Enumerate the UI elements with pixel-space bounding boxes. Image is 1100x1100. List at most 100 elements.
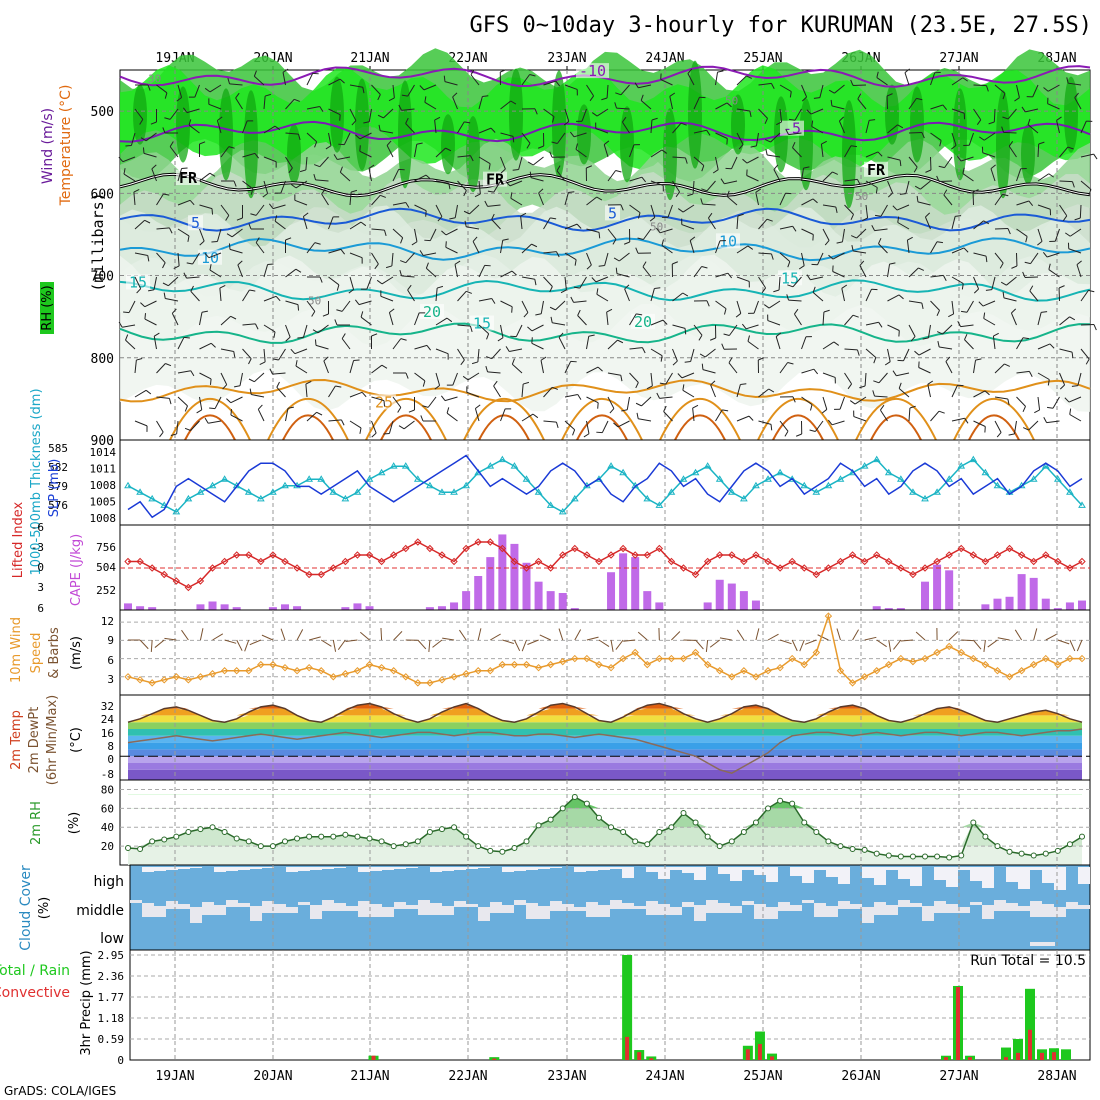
rh2m-point xyxy=(547,816,554,823)
isotherm-line xyxy=(119,65,1091,88)
wind-barb-flag xyxy=(250,213,257,216)
isotherm-line xyxy=(119,279,1091,302)
wind-barb xyxy=(865,180,878,188)
rh-streak xyxy=(996,90,1010,199)
isotherm-label-bg xyxy=(778,270,802,286)
isotherm-label-bg xyxy=(605,205,620,221)
wind-barb-flag xyxy=(813,97,820,99)
wind-barb-flag xyxy=(636,412,639,419)
wind-barb-flag xyxy=(710,380,716,386)
cloud-middle-block xyxy=(670,907,682,915)
wind-barb xyxy=(521,276,535,280)
wind-barb-flag xyxy=(520,212,527,217)
wind-barb xyxy=(199,204,213,210)
wind-barb-flag xyxy=(651,117,658,121)
wind-barb-flag xyxy=(314,164,320,168)
temp-color-band xyxy=(128,703,1082,709)
wind-barb-flag xyxy=(1004,363,1011,367)
wind-barb xyxy=(1016,168,1022,182)
isotherm-line xyxy=(119,120,1091,143)
wind-barb xyxy=(199,228,205,242)
wind-barb xyxy=(435,147,446,158)
wind-barb-flag xyxy=(181,167,188,170)
wind-barb-flag xyxy=(295,360,298,367)
wind-barb xyxy=(521,384,524,398)
rh-streak xyxy=(133,84,147,145)
wind-barb-flag xyxy=(687,68,693,74)
cloud-middle-label: middle xyxy=(76,903,124,919)
wind-barb-flag xyxy=(921,132,925,139)
wind-barb-flag xyxy=(123,311,130,314)
wind-barb xyxy=(1016,84,1020,98)
cloud-middle-block xyxy=(190,907,202,923)
pressure-tick-label: 700 xyxy=(91,270,114,285)
wind-barb-flag xyxy=(319,106,324,112)
wind-barb xyxy=(629,372,639,383)
wind10m-speed-point xyxy=(885,660,893,669)
cloud-high-block xyxy=(190,867,202,868)
wind-barb xyxy=(810,108,824,115)
wind-barb-flag xyxy=(204,87,211,93)
wind-barb-flag xyxy=(549,286,553,293)
wind10m-speed-point xyxy=(909,657,917,666)
wind-barb xyxy=(392,228,403,239)
wind-barb xyxy=(661,244,673,254)
wind-barb xyxy=(388,420,394,434)
wind10m-barb xyxy=(574,629,582,641)
slp-point xyxy=(522,475,531,482)
wind-barb-flag xyxy=(486,333,490,340)
precip-total-bar xyxy=(1001,1047,1011,1060)
wind-barb-flag xyxy=(136,288,142,294)
wind-barb-flag xyxy=(360,311,364,318)
slp-point xyxy=(256,494,265,502)
wind-barb xyxy=(366,276,372,290)
wind-barb-flag xyxy=(314,242,321,245)
pressure-tick-label: 900 xyxy=(91,434,114,449)
wind-barb xyxy=(692,180,695,195)
wind-barb xyxy=(1032,84,1039,98)
wind-barb-flag xyxy=(1071,385,1078,387)
wind-barb-flag xyxy=(1028,371,1033,377)
wind-barb-flag xyxy=(222,384,228,390)
wind-barb xyxy=(693,324,703,336)
isotherm-label: -5 xyxy=(783,120,801,138)
wind-barb-flag xyxy=(385,265,393,269)
cloud-high-block xyxy=(574,867,586,872)
wind-barb xyxy=(715,132,728,139)
wind-barb-flag xyxy=(290,183,297,189)
wind-barb xyxy=(731,156,738,169)
wind-barb-flag xyxy=(400,237,404,244)
slp-point xyxy=(220,475,229,482)
wind-barb xyxy=(659,228,673,234)
wind-barb-flag xyxy=(614,102,618,109)
wind-barb xyxy=(358,300,372,306)
rh2m-point xyxy=(873,850,880,857)
wind-barb xyxy=(920,180,931,190)
lifted-index-point xyxy=(559,551,567,559)
wind-barb xyxy=(1056,120,1060,134)
slp-point xyxy=(353,488,362,495)
cloud-high-block xyxy=(802,867,814,883)
wind-barb-flag xyxy=(118,156,124,162)
rh-streak xyxy=(330,76,344,153)
wind10m-speed-point xyxy=(534,663,543,672)
rh2m-point xyxy=(1030,852,1037,859)
wind-barb-flag xyxy=(510,192,513,199)
wind10m-barb xyxy=(181,629,189,641)
wind-barb xyxy=(220,348,234,352)
rh2m-point xyxy=(680,810,687,817)
wind-barb xyxy=(337,156,351,160)
chart-title: GFS 0~10day 3-hourly for KURUMAN (23.5E,… xyxy=(469,13,1092,38)
temp-color-band xyxy=(128,769,1082,780)
wind-barb-flag xyxy=(598,232,601,239)
wind-barb-flag xyxy=(500,168,506,174)
wind-barb-flag xyxy=(272,358,279,361)
wind10m-speed-point xyxy=(474,667,482,675)
wind-barb xyxy=(924,216,931,230)
wind10m-speed-point xyxy=(655,654,664,663)
wind-barb xyxy=(690,348,695,362)
wind-barb xyxy=(1068,396,1082,403)
wind-barb-flag xyxy=(956,156,962,162)
lifted-index-point xyxy=(232,551,241,559)
wind-barb xyxy=(942,324,953,335)
